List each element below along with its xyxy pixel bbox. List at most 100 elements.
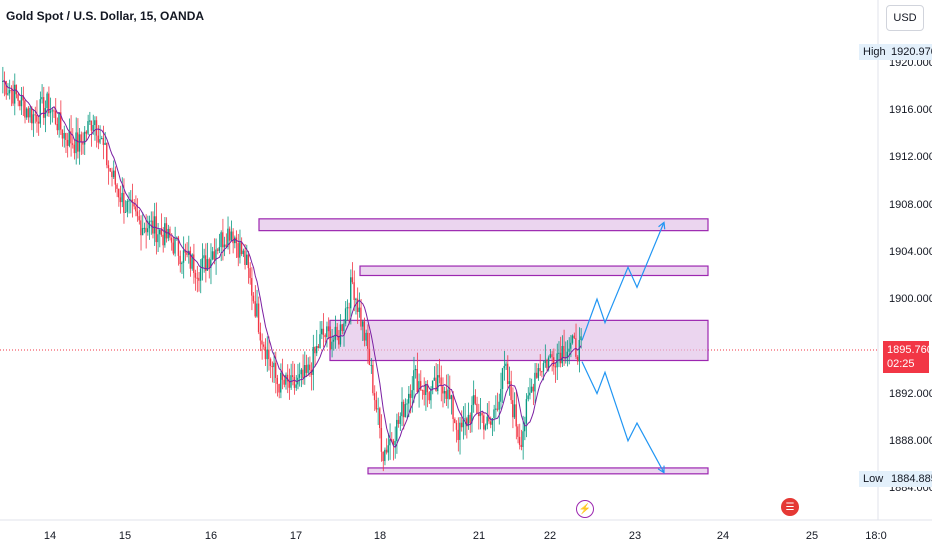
candle-body (143, 227, 145, 229)
candle-body (276, 377, 279, 385)
candle-body (232, 231, 234, 244)
candle-body (489, 421, 492, 425)
candle-body (182, 250, 185, 263)
candle-body (136, 211, 139, 217)
candle-body (242, 250, 244, 255)
candle-body (466, 418, 468, 427)
candle-body (65, 133, 67, 140)
candle-body (5, 81, 7, 95)
candle-body (104, 142, 106, 145)
candle-body (455, 423, 458, 430)
moving-average (2, 80, 582, 449)
candle-body (17, 94, 19, 101)
candle-body (15, 84, 18, 95)
candle-body (194, 272, 197, 278)
candle-body (471, 405, 473, 424)
candle-body (216, 249, 219, 251)
candle-body (321, 328, 323, 335)
candle-body (377, 408, 379, 410)
candle-body (184, 250, 186, 253)
candle-body (493, 409, 495, 419)
candle-body (365, 332, 367, 341)
candle-body (459, 422, 461, 440)
candle-body (164, 223, 166, 246)
candle-body (303, 365, 306, 378)
currency-button[interactable]: USD (886, 5, 924, 31)
x-tick-label: 22 (543, 530, 557, 542)
candle-body (573, 335, 575, 339)
candle-body (361, 321, 364, 327)
candle-body (254, 301, 256, 317)
y-tick-label: 1892.000 (889, 387, 932, 400)
candle-body (428, 392, 430, 401)
candle-body (228, 228, 231, 241)
candle-body (99, 139, 101, 143)
candle-body (486, 416, 488, 426)
candle-body (327, 326, 330, 332)
candle-body (392, 440, 395, 446)
candle-body (90, 120, 93, 131)
candle-body (575, 338, 577, 357)
candle-body (179, 255, 181, 265)
candle-body (551, 354, 553, 358)
candle-body (425, 383, 427, 395)
candle-body (510, 381, 512, 401)
x-tick-label: 17 (289, 530, 303, 542)
candle-body (419, 381, 422, 390)
candle-body (213, 251, 215, 260)
candle-body (500, 388, 502, 402)
candle-body (305, 365, 308, 373)
candle-body (94, 120, 96, 126)
candle-body (445, 390, 447, 399)
candle-body (312, 346, 314, 375)
candle-body (150, 220, 152, 222)
candle-body (20, 95, 23, 107)
candle-body (336, 326, 338, 337)
candle-body (566, 351, 569, 358)
candle-body (344, 308, 347, 324)
candle-body (186, 252, 188, 255)
candle-body (413, 370, 415, 391)
candle-body (102, 138, 105, 145)
us-flag-icon[interactable]: ☰ (781, 498, 799, 516)
candle-body (58, 112, 60, 131)
candle-body (437, 375, 439, 392)
candle-body (520, 444, 522, 448)
candle-body (317, 346, 319, 349)
candle-body (558, 352, 560, 354)
x-tick-label: 18 (373, 530, 387, 542)
candle-body (41, 97, 43, 100)
candle-body (82, 141, 84, 145)
y-tick-label: 1900.000 (889, 293, 932, 306)
y-tick-label: 1888.000 (889, 434, 932, 447)
candle-body (264, 346, 267, 360)
candle-body (431, 380, 434, 389)
x-tick-label: 18:0 (865, 530, 887, 542)
candle-body (483, 415, 485, 430)
candle-body (165, 223, 168, 239)
candle-body (541, 371, 543, 373)
candle-body (278, 384, 280, 393)
candle-body (360, 307, 362, 327)
candle-body (189, 250, 192, 269)
candle-body (385, 449, 388, 453)
candle-body (114, 170, 116, 185)
candle-body (399, 416, 401, 424)
candle-body (367, 332, 369, 349)
high-label: High (859, 44, 890, 60)
lightning-icon[interactable]: ⚡ (576, 500, 594, 518)
x-tick-label: 14 (43, 530, 57, 542)
candle-body (472, 395, 475, 406)
candle-body (309, 364, 311, 371)
candle-body (355, 298, 357, 300)
candle-body (249, 268, 251, 279)
candle-body (408, 393, 410, 404)
candle-body (315, 346, 318, 354)
candle-body (402, 401, 405, 418)
candle-body (527, 395, 529, 400)
candle-body (324, 334, 326, 338)
candle-body (421, 389, 424, 391)
candle-body (334, 326, 337, 340)
candle-body (476, 403, 478, 414)
